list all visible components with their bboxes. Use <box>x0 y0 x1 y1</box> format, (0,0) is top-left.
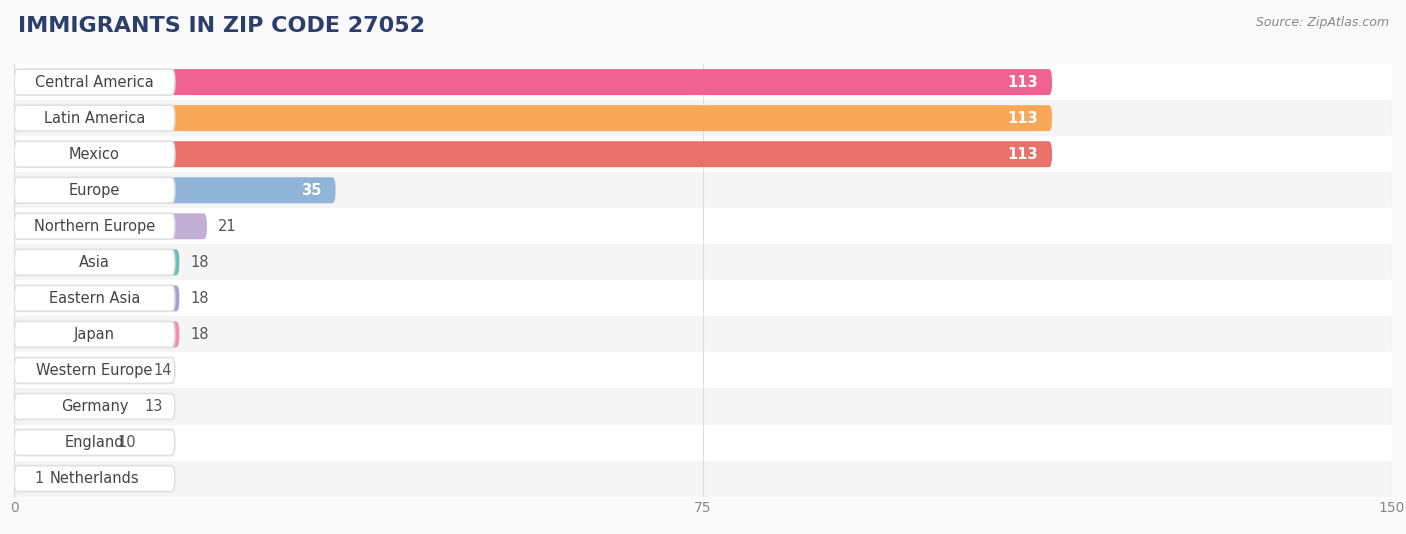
FancyBboxPatch shape <box>14 141 1052 167</box>
Bar <box>14 208 1392 245</box>
Text: Europe: Europe <box>69 183 120 198</box>
Text: Germany: Germany <box>60 399 128 414</box>
FancyBboxPatch shape <box>14 429 174 456</box>
Text: Northern Europe: Northern Europe <box>34 219 155 234</box>
Text: IMMIGRANTS IN ZIP CODE 27052: IMMIGRANTS IN ZIP CODE 27052 <box>18 16 425 36</box>
FancyBboxPatch shape <box>14 321 180 348</box>
FancyBboxPatch shape <box>14 357 174 383</box>
Text: 113: 113 <box>1008 75 1038 90</box>
Text: Central America: Central America <box>35 75 153 90</box>
Text: 35: 35 <box>301 183 322 198</box>
Text: Western Europe: Western Europe <box>37 363 153 378</box>
Bar <box>14 352 1392 389</box>
FancyBboxPatch shape <box>14 69 1052 95</box>
FancyBboxPatch shape <box>14 105 1052 131</box>
FancyBboxPatch shape <box>14 429 105 456</box>
FancyBboxPatch shape <box>14 177 336 203</box>
Bar <box>14 100 1392 136</box>
FancyBboxPatch shape <box>14 394 174 420</box>
Text: 10: 10 <box>117 435 135 450</box>
Text: 18: 18 <box>190 291 209 306</box>
Text: Source: ZipAtlas.com: Source: ZipAtlas.com <box>1256 16 1389 29</box>
Bar <box>14 136 1392 172</box>
FancyBboxPatch shape <box>14 105 174 131</box>
Text: England: England <box>65 435 124 450</box>
Text: 18: 18 <box>190 255 209 270</box>
FancyBboxPatch shape <box>14 285 174 311</box>
Text: Mexico: Mexico <box>69 147 120 162</box>
Text: 14: 14 <box>153 363 172 378</box>
FancyBboxPatch shape <box>14 141 174 167</box>
Bar <box>14 245 1392 280</box>
FancyBboxPatch shape <box>14 321 174 348</box>
Bar <box>14 460 1392 497</box>
Text: Asia: Asia <box>79 255 110 270</box>
FancyBboxPatch shape <box>14 177 174 203</box>
FancyBboxPatch shape <box>14 394 134 420</box>
FancyBboxPatch shape <box>14 466 24 492</box>
Text: 21: 21 <box>218 219 236 234</box>
FancyBboxPatch shape <box>14 249 174 276</box>
FancyBboxPatch shape <box>14 213 174 239</box>
FancyBboxPatch shape <box>14 69 174 95</box>
Text: Latin America: Latin America <box>44 111 145 125</box>
Bar <box>14 280 1392 316</box>
Text: Eastern Asia: Eastern Asia <box>49 291 141 306</box>
FancyBboxPatch shape <box>14 249 180 276</box>
FancyBboxPatch shape <box>14 285 180 311</box>
Text: 18: 18 <box>190 327 209 342</box>
FancyBboxPatch shape <box>14 466 174 492</box>
Bar <box>14 172 1392 208</box>
Text: 1: 1 <box>34 471 44 486</box>
FancyBboxPatch shape <box>14 357 142 383</box>
Text: Netherlands: Netherlands <box>49 471 139 486</box>
Bar <box>14 64 1392 100</box>
Text: Japan: Japan <box>75 327 115 342</box>
Bar <box>14 389 1392 425</box>
Text: 113: 113 <box>1008 111 1038 125</box>
FancyBboxPatch shape <box>14 213 207 239</box>
Text: 113: 113 <box>1008 147 1038 162</box>
Bar <box>14 425 1392 460</box>
Text: 13: 13 <box>145 399 163 414</box>
Bar <box>14 316 1392 352</box>
